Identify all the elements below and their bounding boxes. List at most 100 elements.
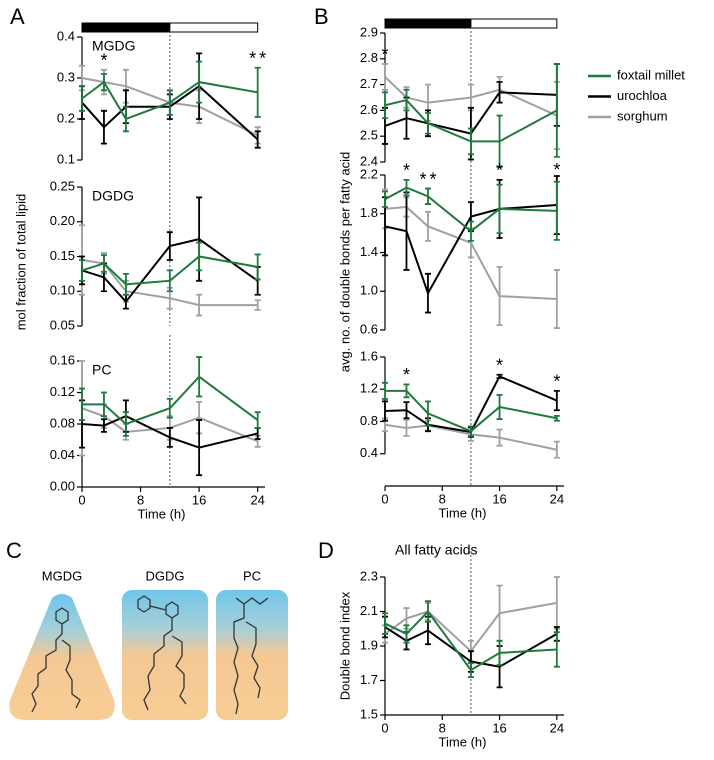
series-line — [384, 205, 557, 300]
y-tick-label: 0.25 — [50, 178, 75, 193]
error-bar — [424, 600, 431, 623]
error-bar — [79, 259, 85, 282]
subplot-title: All fatty acids — [395, 542, 477, 558]
series-line — [81, 238, 259, 304]
molecule-sketches — [31, 595, 269, 715]
y-tick-label: 0.4 — [57, 28, 75, 43]
error-bar — [496, 393, 503, 420]
error-bar — [166, 427, 173, 448]
series-line — [384, 626, 558, 668]
series-line — [81, 77, 259, 137]
error-bar — [382, 190, 388, 208]
error-bar — [424, 187, 431, 205]
lipid-label: MGDG — [42, 568, 82, 583]
x-axis-label: Time (h) — [439, 734, 487, 749]
legend-label: sorghum — [617, 108, 668, 123]
y-tick-label: 0.20 — [50, 213, 75, 228]
series-line — [384, 91, 557, 135]
error-bar — [424, 400, 431, 427]
x-tick-label: 16 — [492, 720, 506, 735]
error-bar — [467, 425, 474, 437]
y-axis-label: avg. no. of double bonds per fatty acid — [337, 152, 352, 372]
y-tick-label: 0.10 — [50, 283, 75, 298]
series-line — [81, 407, 259, 443]
series-line — [384, 609, 557, 672]
x-tick-label: 8 — [137, 492, 144, 507]
lipid-diagram: MGDG DGDG PC — [9, 568, 288, 720]
error-bar — [100, 391, 107, 418]
x-tick-label: 8 — [439, 491, 446, 506]
series-line — [384, 375, 558, 434]
x-tick-label: 8 — [439, 720, 446, 735]
series-line — [384, 76, 558, 117]
error-bar — [403, 624, 410, 644]
error-bar — [100, 73, 107, 92]
error-bar — [496, 114, 503, 169]
significance-mark: * — [249, 49, 256, 69]
x-tick-label: 24 — [250, 492, 264, 507]
error-bar — [496, 428, 503, 447]
x-tick-label: 24 — [550, 491, 564, 506]
significance-mark: * — [381, 45, 388, 65]
error-bar — [403, 88, 410, 112]
x-tick-label: 0 — [381, 720, 388, 735]
significance-mark: * — [496, 161, 503, 181]
significance-mark: * — [100, 51, 107, 71]
error-bar — [496, 183, 503, 235]
error-bar — [254, 130, 261, 149]
lipid-label: DGDG — [146, 568, 185, 583]
series-line — [81, 415, 258, 449]
legend-label: foxtail millet — [617, 67, 685, 82]
legend-label: urochloa — [617, 88, 668, 103]
error-bar — [100, 109, 107, 145]
significance-mark: * — [429, 169, 436, 189]
series-line — [81, 255, 258, 286]
error-bar — [79, 387, 85, 421]
y-axis-label: Double bond index — [337, 591, 352, 700]
error-bar — [79, 85, 85, 112]
error-bar — [196, 241, 203, 272]
error-bar — [467, 220, 474, 242]
significance-mark: * — [403, 161, 410, 181]
series-line — [81, 84, 259, 141]
error-bar — [382, 63, 388, 91]
series-line — [81, 258, 258, 307]
light-period — [470, 18, 558, 29]
y-tick-label: 0.05 — [50, 317, 75, 332]
error-bar — [254, 66, 261, 118]
error-bar — [424, 272, 431, 314]
error-bar — [166, 269, 173, 293]
y-tick-label: 1.9 — [360, 637, 378, 652]
y-tick-label: 0.8 — [360, 413, 378, 428]
error-bar — [100, 254, 107, 273]
y-tick-label: 2.4 — [360, 153, 378, 168]
x-tick-label: 16 — [492, 491, 506, 506]
lipid-label: PC — [243, 568, 261, 583]
y-tick-label: 0.16 — [50, 352, 75, 367]
error-bar — [122, 272, 129, 296]
significance-mark: * — [259, 49, 266, 69]
series-line — [384, 601, 558, 653]
error-bar — [424, 112, 431, 135]
y-tick-label: 0.6 — [360, 321, 378, 336]
significance-mark: * — [553, 372, 560, 392]
error-bar — [382, 400, 388, 422]
error-bar — [166, 397, 173, 419]
significance-mark: * — [553, 160, 560, 180]
error-bar — [100, 418, 107, 433]
error-bar — [122, 411, 129, 437]
y-tick-label: 0.3 — [57, 69, 75, 84]
significance-mark: * — [419, 169, 426, 189]
error-bar — [382, 91, 388, 120]
error-bar — [553, 631, 560, 668]
subplot-title: DGDG — [92, 188, 134, 204]
y-axis-label: mol fraction of total lipid — [13, 194, 28, 331]
error-bar — [382, 612, 388, 635]
error-bar — [553, 180, 560, 241]
error-bar — [196, 356, 203, 398]
y-tick-label: 0.12 — [50, 384, 75, 399]
error-bar — [196, 60, 203, 104]
error-bar — [254, 253, 261, 281]
error-bar — [403, 401, 410, 420]
